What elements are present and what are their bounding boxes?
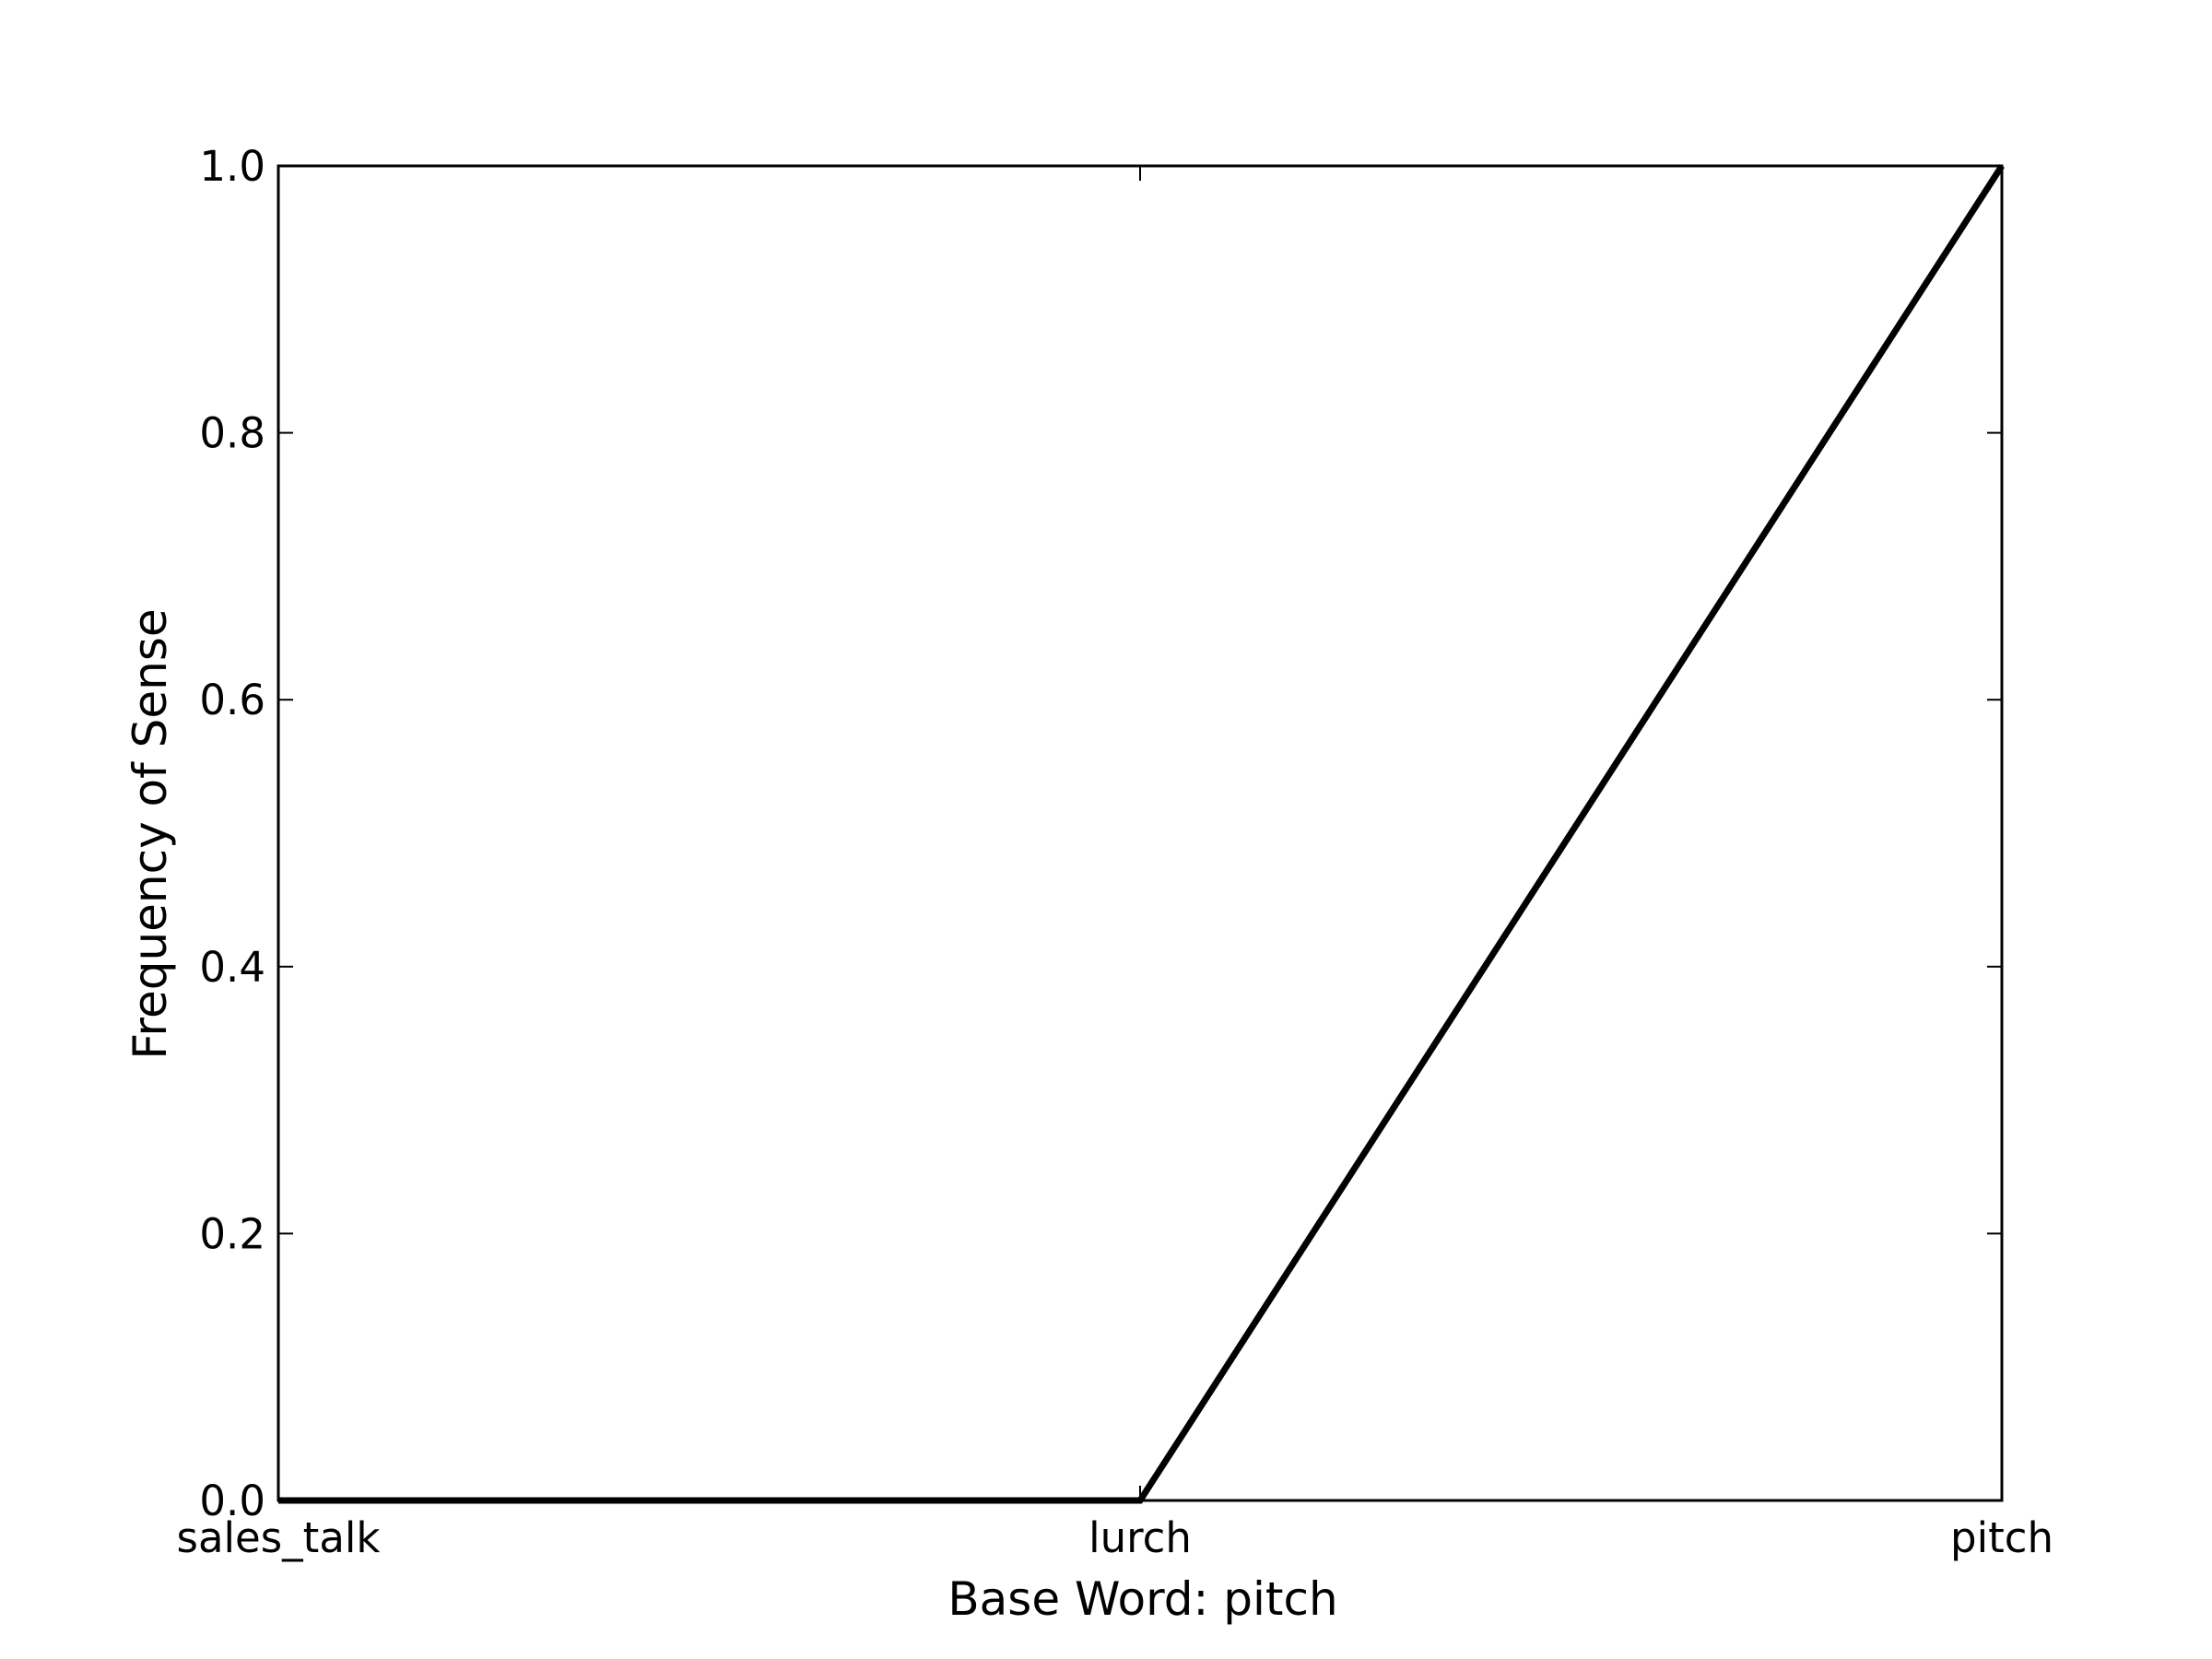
series-layer (278, 164, 2005, 1504)
y-axis: 0.0 0.2 0.4 0.6 0.8 1.0 (199, 142, 2002, 1525)
y-tick-label: 0.8 (199, 409, 265, 458)
y-tick-label: 1.0 (199, 142, 265, 191)
y-axis-label: Frequency of Sense (124, 608, 177, 1059)
y-tick-label: 0.2 (199, 1209, 265, 1258)
x-axis: sales_talk lurch pitch (177, 166, 2053, 1562)
x-tick-label: lurch (1088, 1513, 1192, 1562)
y-tick-label: 0.0 (199, 1477, 265, 1525)
x-axis-label: Base Word: pitch (947, 1572, 1337, 1626)
plot-border (276, 164, 2004, 1502)
series-line (278, 164, 2005, 1504)
plot-area (276, 164, 2004, 1502)
y-tick-label: 0.4 (199, 943, 265, 992)
x-tick-label: pitch (1950, 1513, 2053, 1562)
x-tick-label: sales_talk (177, 1513, 381, 1562)
y-tick-label: 0.6 (199, 676, 265, 724)
